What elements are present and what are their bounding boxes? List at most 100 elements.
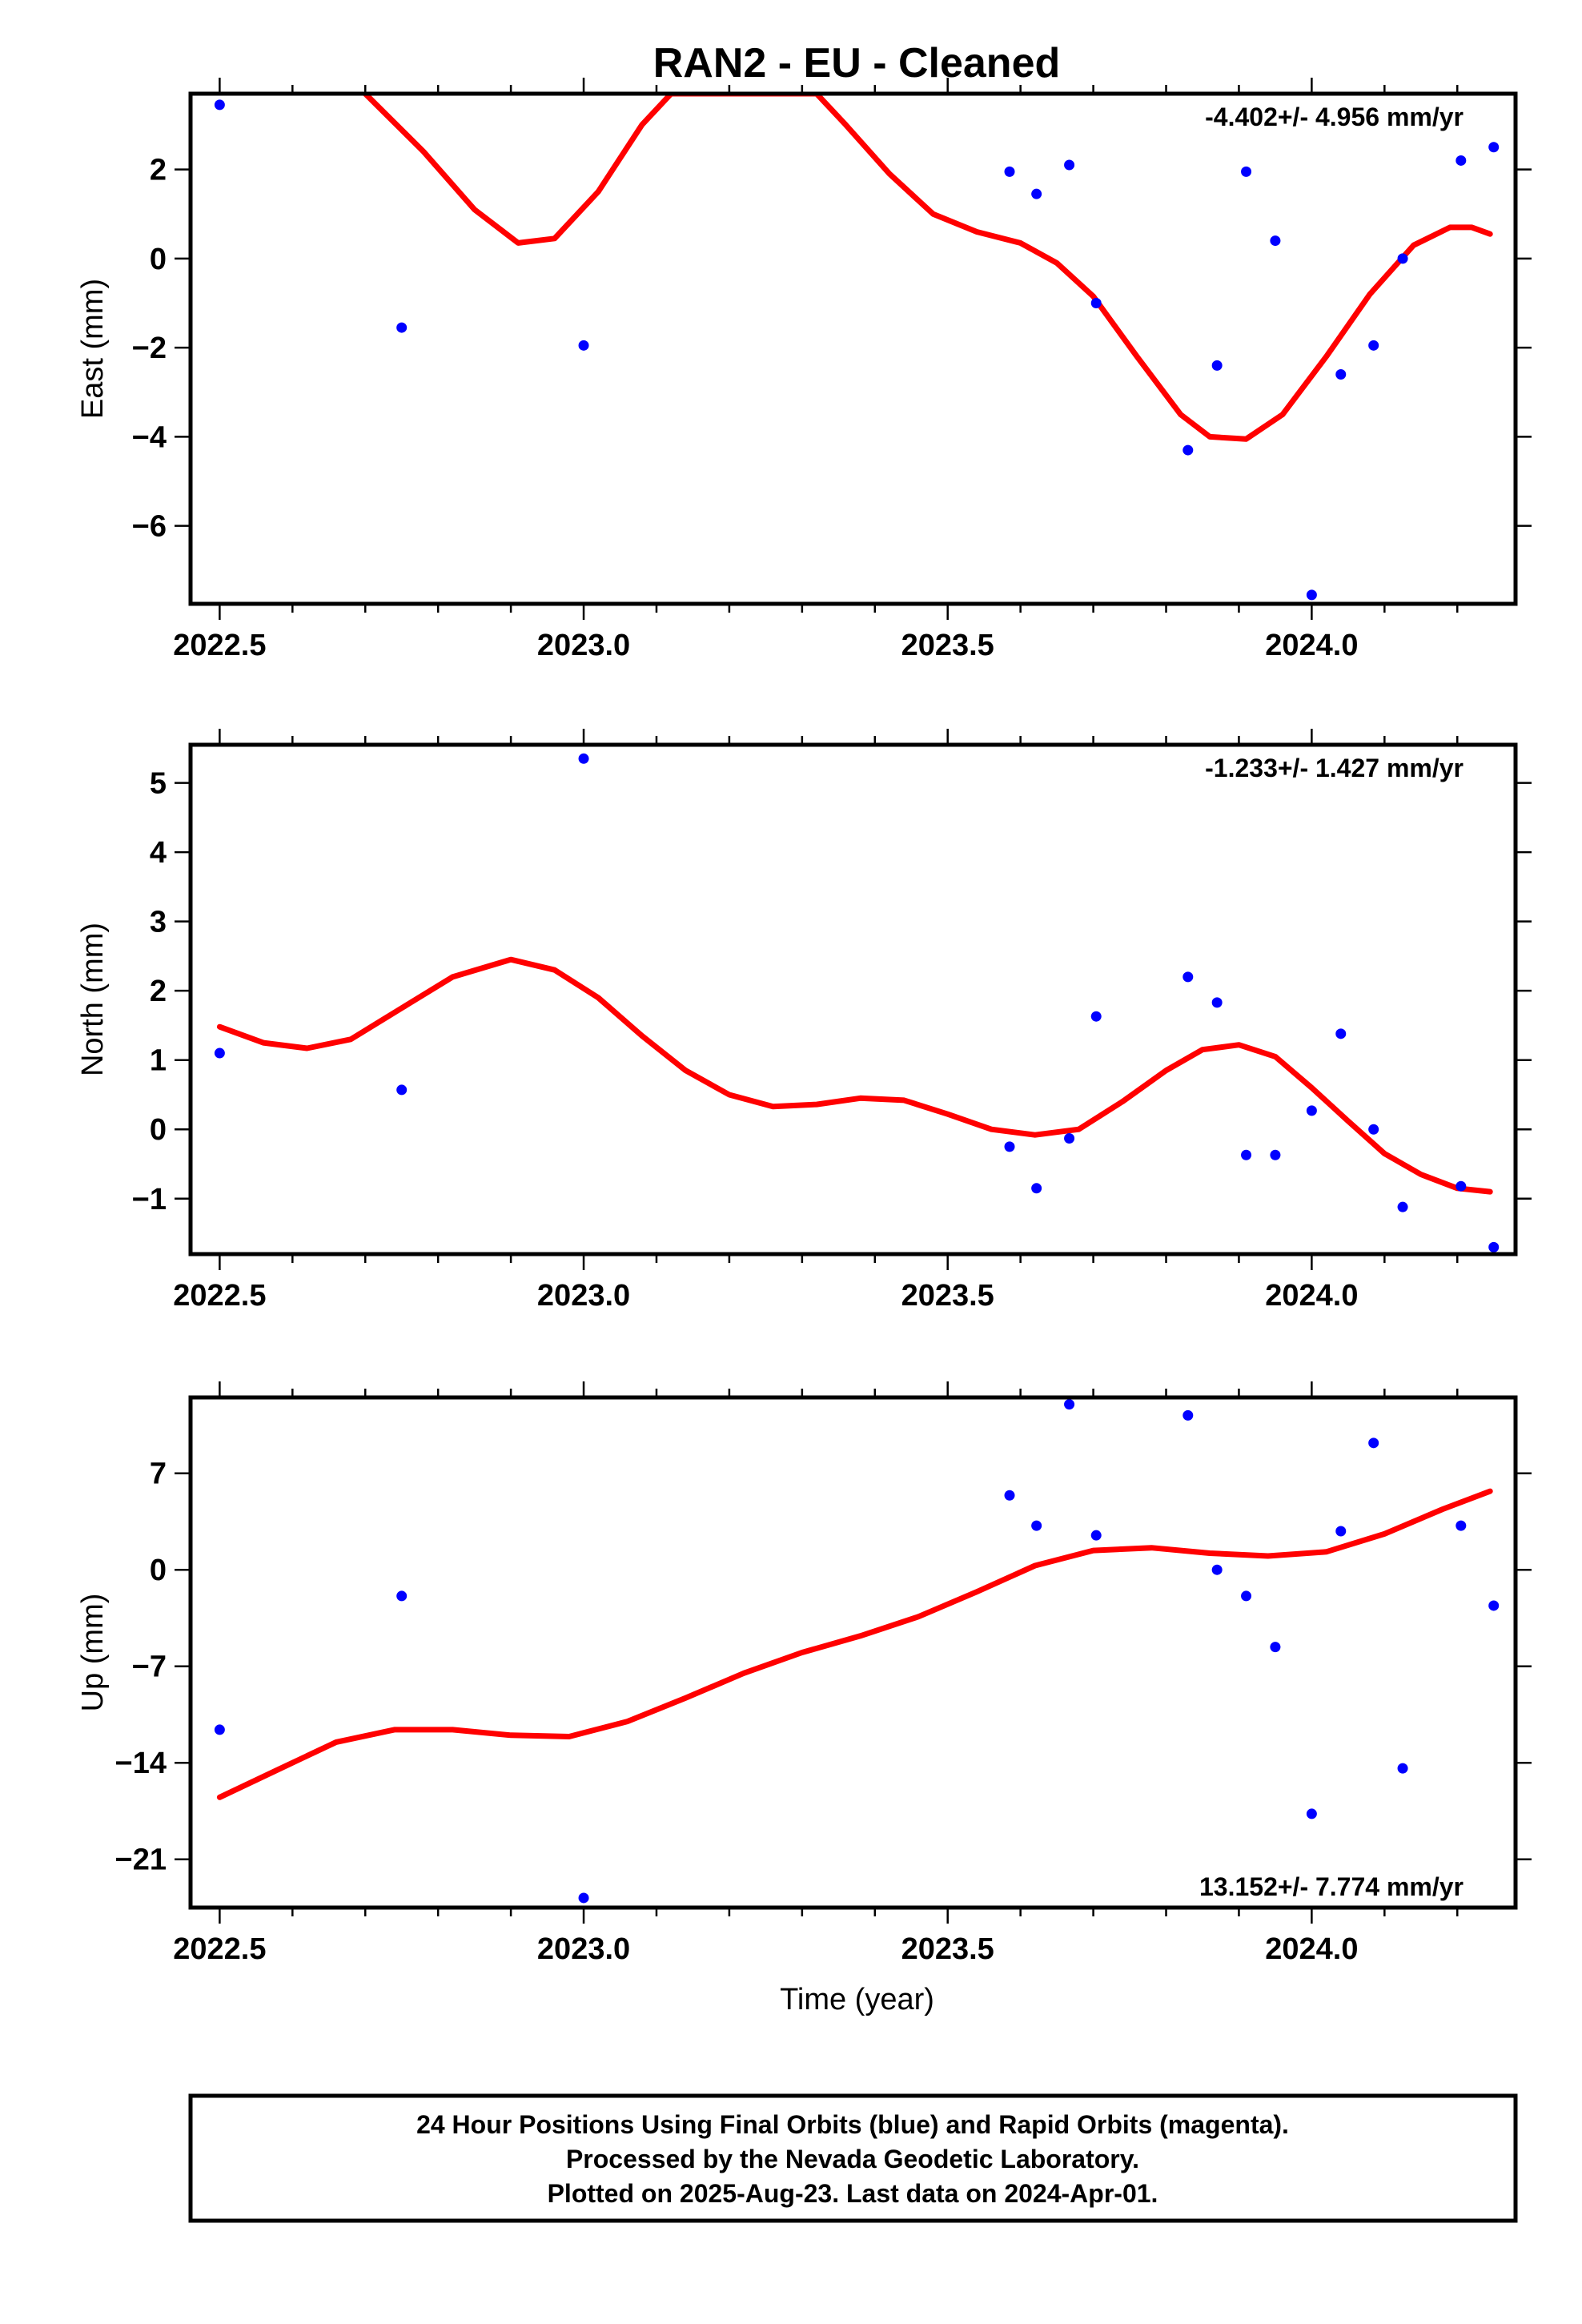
north-data-point <box>396 1084 408 1096</box>
up-data-point <box>1397 1763 1408 1774</box>
east-y-tick-label: −4 <box>132 420 167 454</box>
east-data-point <box>1456 155 1467 166</box>
up-x-axis-label: Time (year) <box>780 1983 934 2016</box>
up-y-tick-label: 0 <box>150 1554 167 1587</box>
up-data-point <box>1456 1520 1467 1531</box>
east-x-tick-label: 2022.5 <box>173 629 266 662</box>
up-x-tick-label: 2023.5 <box>901 1932 994 1966</box>
east-x-tick-label: 2023.5 <box>901 629 994 662</box>
north-data-point <box>1004 1141 1015 1152</box>
north-x-tick-label: 2024.0 <box>1265 1279 1358 1313</box>
up-data-point <box>578 1892 589 1904</box>
up-data-point <box>1211 1564 1223 1575</box>
east-rate-label: -4.402+/- 4.956 mm/yr <box>1205 103 1464 131</box>
east-y-tick-label: 2 <box>150 154 167 187</box>
east-data-point <box>1335 368 1347 380</box>
up-plot-area <box>214 1399 1500 1904</box>
up-data-point <box>1241 1590 1252 1602</box>
east-data-point <box>1004 166 1015 177</box>
north-y-tick-label: 2 <box>150 975 167 1008</box>
up-fit-line <box>216 1488 1493 1800</box>
north-y-tick-label: 1 <box>150 1044 167 1078</box>
up-data-point <box>214 1724 225 1735</box>
east-x-tick-label: 2024.0 <box>1265 629 1358 662</box>
footer-frame <box>188 2093 1518 2223</box>
east-data-point <box>1488 142 1500 153</box>
north-frame <box>188 742 1518 1256</box>
north-data-point <box>1090 1011 1102 1022</box>
up-y-tick-label: 7 <box>150 1458 167 1491</box>
east-data-point <box>578 340 589 351</box>
east-data-point <box>396 322 408 333</box>
north-data-point <box>1335 1028 1347 1039</box>
north-data-point <box>1211 997 1223 1008</box>
north-y-tick-label: −1 <box>132 1183 167 1216</box>
up-data-point <box>1488 1600 1500 1611</box>
north-x-tick-label: 2023.5 <box>901 1279 994 1313</box>
east-y-tick-label: 0 <box>150 243 167 276</box>
east-data-point <box>1368 340 1379 351</box>
east-x-tick-label: 2023.0 <box>537 629 630 662</box>
north-data-point <box>1241 1149 1252 1160</box>
up-data-point <box>1270 1642 1281 1653</box>
north-x-tick-label: 2023.0 <box>537 1279 630 1313</box>
north-data-point <box>1397 1201 1408 1212</box>
east-data-point <box>1211 360 1223 371</box>
east-y-tick-label: −6 <box>132 510 167 544</box>
up-rate-label: 13.152+/- 7.774 mm/yr <box>1199 1872 1464 1901</box>
east-data-point <box>1031 188 1042 199</box>
east-data-point <box>1270 235 1281 247</box>
east-plot-area <box>214 94 1500 601</box>
up-panel: 2022.5 2023.0 2023.5 2024.0 7 0 −7 −14 −21 Up (mm… <box>76 1381 1532 2016</box>
up-data-point <box>1090 1530 1102 1541</box>
east-panel: 2022.5 2023.0 2023.5 2024.0 2 0 −2 −4 −6 East (mm… <box>76 78 1532 662</box>
north-panel: 2022.5 2023.0 2023.5 2024.0 5 4 3 2 1 0 −1 North (m… <box>76 729 1532 1313</box>
up-data-point <box>1004 1490 1015 1501</box>
north-data-point <box>578 753 589 764</box>
north-data-point <box>1270 1149 1281 1160</box>
north-data-point <box>1368 1124 1379 1135</box>
east-data-point <box>1306 589 1317 601</box>
east-data-point <box>1090 297 1102 308</box>
east-data-point <box>1397 253 1408 264</box>
north-rate-label: -1.233+/- 1.427 mm/yr <box>1205 754 1464 782</box>
north-data-point <box>214 1047 225 1059</box>
east-y-tick-label: −2 <box>132 332 167 365</box>
up-x-tick-label: 2024.0 <box>1265 1932 1358 1966</box>
up-data-point <box>1031 1520 1042 1531</box>
east-frame <box>188 91 1518 606</box>
north-data-point <box>1488 1241 1500 1252</box>
up-y-tick-label: −14 <box>115 1747 167 1780</box>
up-data-point <box>1306 1808 1317 1819</box>
north-fit-line <box>216 956 1493 1195</box>
up-y-tick-label: −21 <box>115 1844 167 1877</box>
north-y-tick-label: 0 <box>150 1113 167 1147</box>
north-data-point <box>1182 971 1194 983</box>
footer-line-2: Processed by the Nevada Geodetic Laborat… <box>566 2145 1139 2173</box>
east-data-point <box>1182 444 1194 456</box>
north-data-point <box>1306 1105 1317 1116</box>
up-x-tick-label: 2022.5 <box>173 1932 266 1966</box>
east-data-point <box>214 99 225 111</box>
east-data-point <box>1241 166 1252 177</box>
up-data-point <box>396 1590 408 1602</box>
north-data-point <box>1064 1132 1075 1144</box>
north-data-point <box>1031 1183 1042 1194</box>
north-y-axis-label: North (mm) <box>76 923 110 1076</box>
up-y-axis-label: Up (mm) <box>76 1594 110 1712</box>
north-data-point <box>1456 1180 1467 1192</box>
east-fit-line <box>362 94 1493 442</box>
north-y-tick-label: 3 <box>150 906 167 939</box>
up-data-point <box>1368 1437 1379 1449</box>
footer-line-1: 24 Hour Positions Using Final Orbits (bl… <box>416 2110 1289 2139</box>
north-x-tick-label: 2022.5 <box>173 1279 266 1313</box>
up-frame <box>188 1395 1518 1910</box>
footer-box: 24 Hour Positions Using Final Orbits (bl… <box>188 2093 1518 2223</box>
up-data-point <box>1335 1526 1347 1537</box>
up-x-tick-label: 2023.0 <box>537 1932 630 1966</box>
east-data-point <box>1064 159 1075 171</box>
up-data-point <box>1182 1409 1194 1421</box>
north-y-tick-label: 5 <box>150 767 167 801</box>
